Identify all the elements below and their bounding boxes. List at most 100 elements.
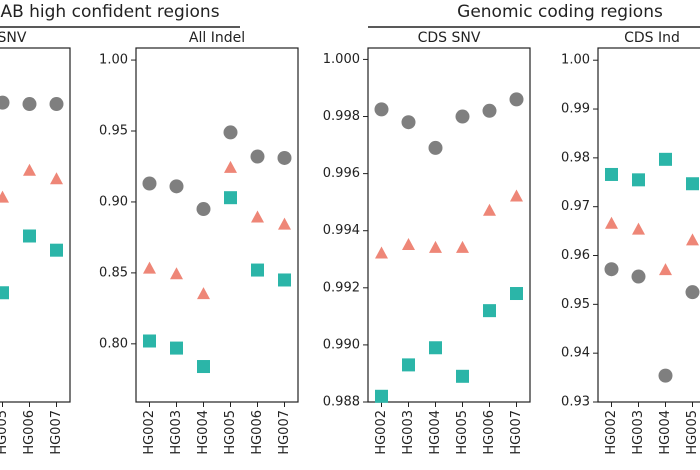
x-tick-label: HG004 (428, 410, 443, 455)
point (143, 334, 156, 348)
x-tick-label: HG007 (509, 410, 524, 455)
panel-title: CDS Ind (624, 30, 680, 46)
point (278, 273, 291, 287)
point (685, 285, 700, 300)
point (278, 217, 291, 230)
point (169, 179, 184, 194)
point (49, 97, 64, 112)
x-tick-label: HG005 (685, 410, 700, 455)
x-tick-label: HG004 (196, 410, 211, 455)
point (632, 173, 645, 187)
point (686, 233, 699, 246)
point (0, 286, 9, 300)
point (510, 287, 523, 301)
y-tick-label: 0.97 (561, 199, 590, 214)
x-tick-label: HG002 (142, 410, 157, 455)
point (50, 243, 63, 257)
x-tick-label: HG003 (631, 410, 646, 455)
point (0, 95, 10, 110)
y-tick-label: 1.000 (323, 52, 360, 67)
y-tick-label: 0.98 (561, 150, 590, 165)
y-tick-label: 0.93 (561, 395, 590, 410)
point (251, 210, 264, 223)
point (658, 368, 673, 383)
point (604, 262, 619, 277)
y-tick-label: 0.96 (561, 248, 590, 263)
panel-title: SNV (0, 30, 27, 46)
point (483, 304, 496, 318)
group-header: Genomic coding regions (457, 2, 663, 22)
point (428, 140, 443, 155)
point (401, 115, 416, 130)
point (196, 202, 211, 217)
point (224, 160, 237, 173)
point (429, 240, 442, 253)
y-tick-label: 0.996 (323, 166, 360, 181)
y-tick-label: 0.80 (99, 336, 128, 351)
point (224, 191, 237, 205)
y-tick-label: 0.994 (323, 223, 360, 238)
point (456, 240, 469, 253)
point (482, 103, 497, 118)
y-tick-label: 0.94 (561, 346, 590, 361)
point (197, 360, 210, 374)
y-tick-label: 0.99 (561, 102, 590, 117)
point (170, 267, 183, 280)
panel-title: All Indel (189, 30, 245, 46)
point (659, 152, 672, 166)
point (510, 189, 523, 202)
x-tick-label: HG007 (277, 410, 292, 455)
point (402, 237, 415, 250)
x-tick-label: HG006 (250, 410, 265, 455)
point (374, 102, 389, 117)
point (0, 190, 9, 203)
point (142, 176, 157, 191)
point (455, 109, 470, 124)
x-tick-label: HG003 (401, 410, 416, 455)
point (375, 246, 388, 259)
x-tick-label: HG005 (0, 410, 10, 455)
point (509, 92, 524, 107)
point (456, 369, 469, 383)
point (632, 222, 645, 235)
point (223, 125, 238, 140)
point (402, 358, 415, 372)
x-tick-label: HG003 (169, 410, 184, 455)
x-tick-label: HG002 (374, 410, 389, 455)
point (22, 97, 37, 112)
point (50, 172, 63, 185)
x-tick-label: HG006 (482, 410, 497, 455)
point (659, 263, 672, 276)
y-tick-label: 0.992 (323, 280, 360, 295)
y-tick-label: 0.95 (561, 297, 590, 312)
x-tick-label: HG007 (49, 410, 64, 455)
y-tick-label: 0.85 (99, 265, 128, 280)
axes-frame (597, 47, 700, 403)
point (605, 216, 618, 229)
point (197, 287, 210, 300)
point (250, 149, 265, 164)
y-tick-label: 0.988 (323, 395, 360, 410)
y-tick-label: 1.00 (561, 53, 590, 68)
x-tick-label: HG006 (22, 410, 37, 455)
x-tick-label: HG002 (604, 410, 619, 455)
point (631, 269, 646, 284)
point (143, 261, 156, 274)
x-tick-label: HG005 (223, 410, 238, 455)
point (277, 150, 292, 165)
point (375, 389, 388, 403)
point (605, 167, 618, 181)
y-tick-label: 0.90 (99, 194, 128, 209)
axes-frame (135, 47, 299, 403)
x-tick-label: HG004 (658, 410, 673, 455)
point (23, 229, 36, 243)
point (251, 263, 264, 277)
x-tick-label: HG005 (455, 410, 470, 455)
panel-title: CDS SNV (418, 30, 481, 46)
point (483, 203, 496, 216)
axes-frame (367, 47, 531, 403)
point (23, 163, 36, 176)
point (686, 177, 699, 191)
y-tick-label: 0.95 (99, 124, 128, 139)
